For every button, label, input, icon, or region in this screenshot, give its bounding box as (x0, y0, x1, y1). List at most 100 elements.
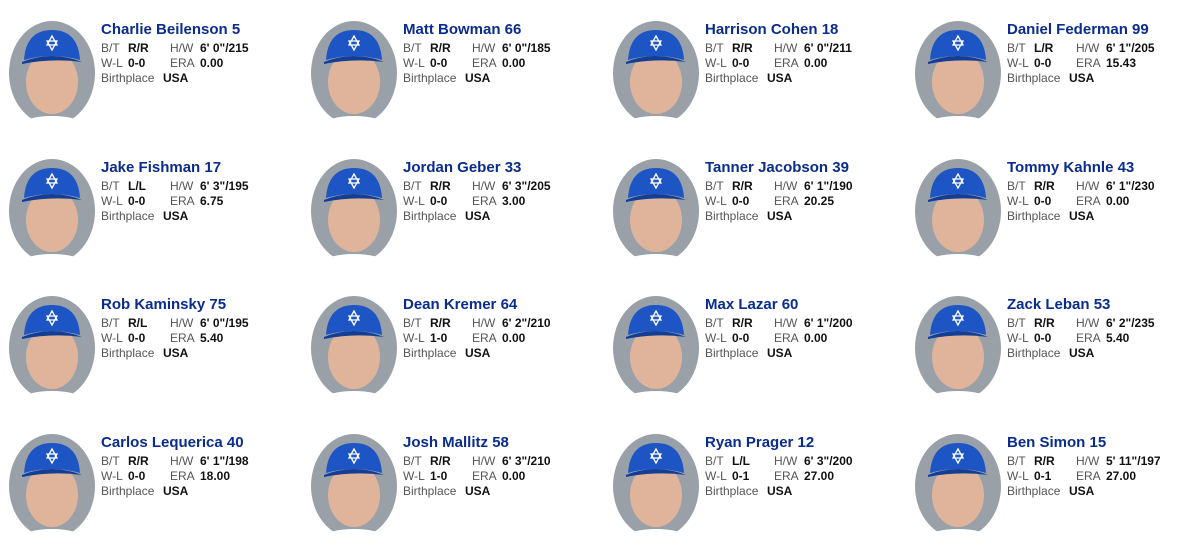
player-heading: Carlos Lequerica 40 (101, 434, 244, 451)
player-heading: Rob Kaminsky 75 (101, 296, 226, 313)
jersey (626, 253, 686, 264)
stat-value: 20.25 (804, 193, 835, 208)
cap-logo (347, 447, 361, 464)
stat-value: 27.00 (1106, 468, 1137, 483)
player-photo (9, 158, 95, 264)
stat-value: 15.43 (1106, 56, 1137, 70)
stat-value: R/R (128, 453, 149, 468)
stat-value: 6' 1"/190 (804, 178, 853, 193)
stat-label: W-L (101, 331, 123, 345)
jersey (626, 391, 686, 401)
player-photo (915, 296, 1001, 401)
stat-value: 0.00 (502, 331, 526, 345)
player-number: 17 (204, 158, 222, 176)
player-heading: Zack Leban 53 (1007, 296, 1110, 313)
stat-label: H/W (1076, 316, 1100, 330)
face (630, 50, 682, 114)
stat-label: W-L (1007, 331, 1029, 345)
player-heading: Jordan Geber 33 (403, 159, 521, 176)
cap-brim (22, 331, 82, 339)
player-number: 12 (797, 433, 815, 451)
stat-label: ERA (472, 468, 497, 483)
stat-label: ERA (1076, 468, 1101, 483)
stat-value: USA (163, 208, 189, 223)
stat-value: 0-0 (732, 193, 750, 208)
stat-value: USA (767, 208, 793, 223)
player-photo (613, 21, 699, 126)
stat-value: 0.00 (502, 468, 526, 483)
stat-label: B/T (705, 178, 724, 193)
stat-label: Birthplace (403, 208, 457, 223)
stat-label: B/T (101, 41, 120, 55)
player-number: 53 (1093, 296, 1111, 313)
player-number: 75 (209, 296, 227, 313)
stat-value: 5' 11"/197 (1106, 453, 1161, 468)
stat-label: H/W (472, 178, 496, 193)
player-photo (915, 433, 1001, 539)
stat-label: W-L (1007, 193, 1029, 208)
face (932, 325, 984, 389)
jersey (324, 391, 384, 401)
player-card: Matt Bowman 66 B/T R/R H/W 6' 0"/185 W-L 0-0 ER… (310, 20, 610, 140)
stat-value: 6' 1"/198 (200, 453, 249, 468)
player-photo (613, 296, 699, 401)
player-heading: Charlie Beilenson 5 (101, 21, 240, 38)
stat-label: W-L (403, 331, 425, 345)
stat-value: R/R (732, 178, 753, 193)
stat-value: 6' 0"/211 (804, 41, 852, 55)
cap-logo (649, 172, 663, 189)
stat-label: ERA (1076, 56, 1101, 70)
player-heading: Harrison Cohen 18 (705, 21, 838, 38)
stat-value: USA (465, 346, 491, 360)
player-card: Ben Simon 15 B/T R/R H/W 5' 11"/197 W-L 0-1 ERA… (914, 433, 1200, 553)
stat-label: H/W (170, 178, 194, 193)
stat-label: ERA (170, 193, 195, 208)
stat-label: H/W (1076, 178, 1100, 193)
player-photo (311, 158, 397, 264)
player-heading: Max Lazar 60 (705, 296, 798, 313)
player-number: 43 (1117, 158, 1135, 176)
player-photo (9, 433, 95, 539)
player-photo (915, 158, 1001, 264)
face (932, 50, 984, 114)
stat-value: 6' 3"/200 (804, 453, 853, 468)
stat-value: R/R (1034, 178, 1055, 193)
stat-label: ERA (472, 331, 497, 345)
stat-value: USA (1069, 483, 1095, 498)
player-number: 40 (226, 433, 244, 451)
player-photo (915, 21, 1001, 126)
stat-label: ERA (1076, 331, 1101, 345)
jersey (626, 528, 686, 539)
stat-value: 6' 1"/200 (804, 316, 853, 330)
cap-logo (951, 309, 965, 327)
stat-label: Birthplace (403, 71, 457, 85)
stat-label: W-L (101, 468, 123, 483)
cap-logo (951, 172, 965, 189)
cap-logo (951, 447, 965, 464)
face (328, 50, 380, 114)
player-card: Carlos Lequerica 40 B/T R/R H/W 6' 1"/198 W-L… (8, 433, 308, 553)
stat-label: ERA (774, 193, 799, 208)
player-name: Tanner Jacobson (705, 158, 829, 176)
stat-label: W-L (1007, 468, 1029, 483)
jersey (324, 528, 384, 539)
stat-label: Birthplace (705, 346, 759, 360)
player-photo (311, 433, 397, 539)
face (328, 187, 380, 252)
stat-value: R/R (732, 316, 753, 330)
stat-value: 0-1 (1034, 468, 1052, 483)
player-heading: Dean Kremer 64 (403, 296, 517, 313)
stat-value: 0-0 (732, 56, 750, 70)
stat-label: B/T (403, 453, 422, 468)
stat-label: ERA (774, 468, 799, 483)
cap-logo (347, 34, 361, 52)
jersey (324, 116, 384, 126)
player-card: Tommy Kahnle 43 B/T R/R H/W 6' 1"/230 W-L 0-0 E… (914, 158, 1200, 278)
player-name: Tommy Kahnle (1007, 158, 1114, 176)
stat-label: H/W (1076, 453, 1100, 468)
player-name: Carlos Lequerica (101, 433, 223, 451)
stat-value: 6' 2"/235 (1106, 316, 1155, 330)
cap-logo (45, 172, 59, 189)
stat-label: H/W (472, 41, 496, 55)
stat-label: ERA (472, 56, 497, 70)
